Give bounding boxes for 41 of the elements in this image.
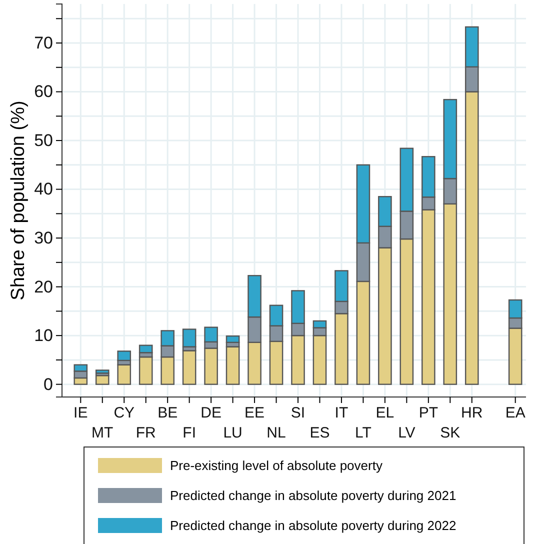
x-tick-label: IT [334, 404, 348, 422]
x-tick-label: EL [376, 404, 394, 422]
y-tick-label: 60 [34, 82, 53, 102]
bar [182, 350, 196, 385]
y-tick-label: 20 [34, 277, 53, 296]
x-tick-label: FI [182, 424, 196, 442]
x-tick-label: ES [310, 424, 330, 442]
x-tick-label: CY [114, 404, 135, 422]
bar [117, 364, 132, 385]
x-tick-label: SI [290, 404, 306, 422]
x-tick-label: PT [418, 404, 438, 422]
x-tick-label: BE [158, 404, 178, 422]
bar [138, 344, 153, 354]
y-tick-label: 50 [34, 130, 53, 150]
y-tick-label: 10 [34, 326, 53, 346]
x-tick-label: LV [398, 424, 416, 442]
x-tick-label: LT [355, 424, 372, 442]
y-tick-label: 0 [44, 374, 53, 394]
y-tick-label: 30 [34, 228, 53, 248]
x-tick-label: FR [136, 424, 156, 442]
legend-label: Predicted change in absolute poverty during 2021 [170, 488, 456, 503]
bar [226, 346, 240, 385]
y-tick-label: 70 [34, 33, 53, 52]
bar [117, 350, 132, 362]
x-tick-label: LU [223, 424, 242, 442]
x-tick-label: EE [244, 404, 265, 422]
x-tick-label: IE [74, 404, 88, 422]
x-tick-label: EA [505, 404, 526, 422]
bar [138, 356, 153, 385]
x-tick-label: NL [266, 424, 286, 442]
bar [95, 374, 110, 385]
x-tick-label: SK [440, 424, 460, 442]
y-tick-label: 40 [34, 180, 53, 199]
y-axis-title: Share of population (%) [8, 100, 29, 300]
x-tick-label: DE [200, 404, 222, 422]
bar [95, 370, 110, 374]
legend-label: Pre-existing level of absolute poverty [170, 458, 383, 473]
legend-label: Predicted change in absolute poverty during 2022 [170, 518, 456, 533]
bar [182, 328, 196, 348]
x-tick-label: MT [92, 424, 114, 442]
x-tick-label: HR [461, 404, 483, 422]
